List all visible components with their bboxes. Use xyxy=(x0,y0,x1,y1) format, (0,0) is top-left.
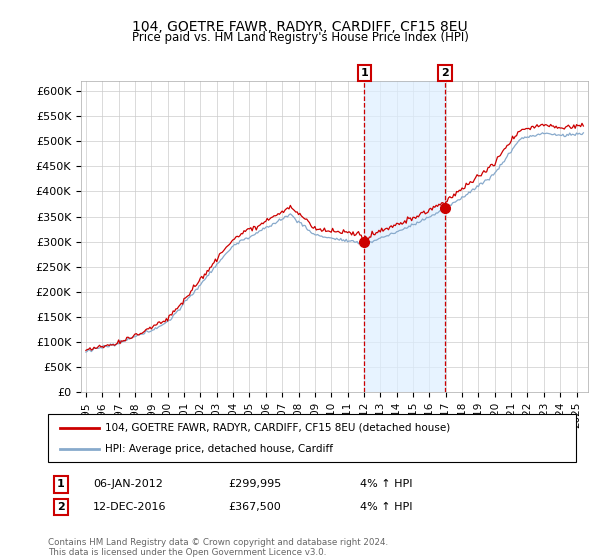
Text: Price paid vs. HM Land Registry's House Price Index (HPI): Price paid vs. HM Land Registry's House … xyxy=(131,31,469,44)
Text: Contains HM Land Registry data © Crown copyright and database right 2024.
This d: Contains HM Land Registry data © Crown c… xyxy=(48,538,388,557)
Text: 2: 2 xyxy=(441,68,449,78)
Text: £367,500: £367,500 xyxy=(228,502,281,512)
Text: £299,995: £299,995 xyxy=(228,479,281,489)
Text: 2: 2 xyxy=(57,502,65,512)
Text: 104, GOETRE FAWR, RADYR, CARDIFF, CF15 8EU (detached house): 104, GOETRE FAWR, RADYR, CARDIFF, CF15 8… xyxy=(105,423,450,433)
Text: 4% ↑ HPI: 4% ↑ HPI xyxy=(360,479,413,489)
Text: HPI: Average price, detached house, Cardiff: HPI: Average price, detached house, Card… xyxy=(105,444,333,454)
Text: 12-DEC-2016: 12-DEC-2016 xyxy=(93,502,167,512)
Text: 4% ↑ HPI: 4% ↑ HPI xyxy=(360,502,413,512)
Text: 1: 1 xyxy=(361,68,368,78)
Text: 06-JAN-2012: 06-JAN-2012 xyxy=(93,479,163,489)
Bar xyxy=(364,81,445,392)
Text: 1: 1 xyxy=(57,479,65,489)
Text: 104, GOETRE FAWR, RADYR, CARDIFF, CF15 8EU: 104, GOETRE FAWR, RADYR, CARDIFF, CF15 8… xyxy=(132,20,468,34)
